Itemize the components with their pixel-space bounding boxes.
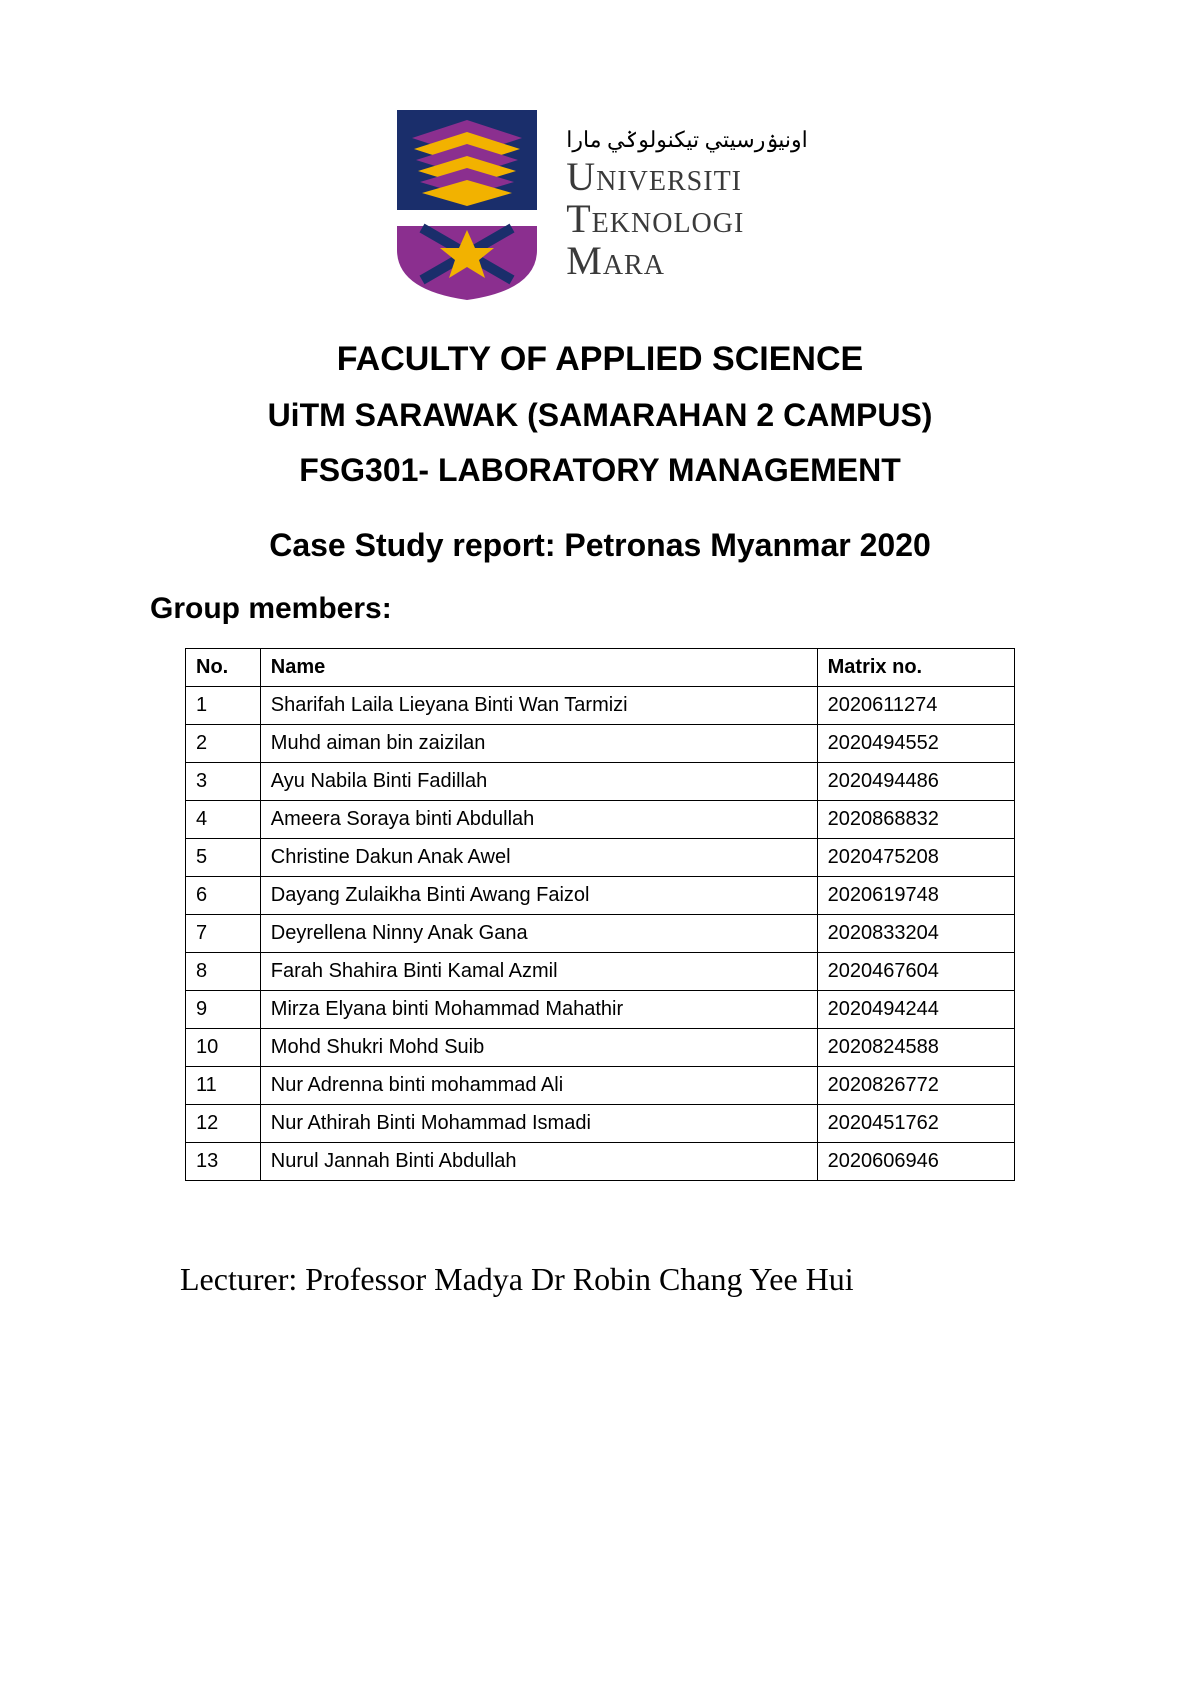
cell-name: Nurul Jannah Binti Abdullah — [260, 1143, 817, 1181]
cell-name: Dayang Zulaikha Binti Awang Faizol — [260, 877, 817, 915]
members-table: No. Name Matrix no. 1Sharifah Laila Liey… — [185, 648, 1015, 1181]
cell-no: 2 — [186, 725, 261, 763]
cell-matrix: 2020868832 — [817, 801, 1014, 839]
document-page: اونيۏرسيتي تيكنولوݢي مارا Universiti Tek… — [0, 0, 1200, 1697]
table-row: 3Ayu Nabila Binti Fadillah2020494486 — [186, 763, 1015, 801]
lecturer-line: Lecturer: Professor Madya Dr Robin Chang… — [120, 1261, 1080, 1298]
university-name-jawi: اونيۏرسيتي تيكنولوݢي مارا — [566, 128, 808, 151]
cell-matrix: 2020833204 — [817, 915, 1014, 953]
group-members-heading: Group members: — [120, 592, 1080, 626]
table-row: 1Sharifah Laila Lieyana Binti Wan Tarmiz… — [186, 687, 1015, 725]
cell-matrix: 2020451762 — [817, 1105, 1014, 1143]
cell-no: 7 — [186, 915, 261, 953]
cell-no: 8 — [186, 953, 261, 991]
col-name-header: Name — [260, 649, 817, 687]
university-name-line3: Mara — [566, 240, 808, 282]
cell-name: Nur Adrenna binti mohammad Ali — [260, 1067, 817, 1105]
course-title: FSG301- LABORATORY MANAGEMENT — [150, 452, 1050, 489]
university-name-block: اونيۏرسيتي تيكنولوݢي مارا Universiti Tek… — [566, 128, 808, 281]
cell-matrix: 2020826772 — [817, 1067, 1014, 1105]
table-header-row: No. Name Matrix no. — [186, 649, 1015, 687]
cell-matrix: 2020619748 — [817, 877, 1014, 915]
cell-matrix: 2020475208 — [817, 839, 1014, 877]
cell-no: 12 — [186, 1105, 261, 1143]
cell-name: Deyrellena Ninny Anak Gana — [260, 915, 817, 953]
title-block: FACULTY OF APPLIED SCIENCE UiTM SARAWAK … — [120, 340, 1080, 564]
cell-name: Christine Dakun Anak Awel — [260, 839, 817, 877]
cell-name: Nur Athirah Binti Mohammad Ismadi — [260, 1105, 817, 1143]
table-row: 4Ameera Soraya binti Abdullah2020868832 — [186, 801, 1015, 839]
crest-books-icon — [412, 120, 522, 206]
table-row: 11Nur Adrenna binti mohammad Ali20208267… — [186, 1067, 1015, 1105]
cell-matrix: 2020606946 — [817, 1143, 1014, 1181]
cell-name: Ayu Nabila Binti Fadillah — [260, 763, 817, 801]
cell-no: 11 — [186, 1067, 261, 1105]
table-row: 10Mohd Shukri Mohd Suib2020824588 — [186, 1029, 1015, 1067]
crest-band — [397, 210, 537, 226]
table-row: 7Deyrellena Ninny Anak Gana2020833204 — [186, 915, 1015, 953]
case-study-title: Case Study report: Petronas Myanmar 2020 — [150, 527, 1050, 564]
uitm-crest-icon — [392, 110, 542, 300]
cell-no: 6 — [186, 877, 261, 915]
cell-no: 13 — [186, 1143, 261, 1181]
cell-matrix: 2020824588 — [817, 1029, 1014, 1067]
table-row: 5Christine Dakun Anak Awel2020475208 — [186, 839, 1015, 877]
table-row: 8Farah Shahira Binti Kamal Azmil20204676… — [186, 953, 1015, 991]
campus-title: UiTM SARAWAK (SAMARAHAN 2 CAMPUS) — [150, 397, 1050, 434]
cell-name: Ameera Soraya binti Abdullah — [260, 801, 817, 839]
cell-name: Mohd Shukri Mohd Suib — [260, 1029, 817, 1067]
table-row: 6Dayang Zulaikha Binti Awang Faizol20206… — [186, 877, 1015, 915]
cell-no: 9 — [186, 991, 261, 1029]
university-logo: اونيۏرسيتي تيكنولوݢي مارا Universiti Tek… — [120, 110, 1080, 300]
cell-matrix: 2020494244 — [817, 991, 1014, 1029]
cell-no: 1 — [186, 687, 261, 725]
university-name-line1: Universiti — [566, 156, 808, 198]
cell-name: Farah Shahira Binti Kamal Azmil — [260, 953, 817, 991]
cell-name: Mirza Elyana binti Mohammad Mahathir — [260, 991, 817, 1029]
faculty-title: FACULTY OF APPLIED SCIENCE — [150, 340, 1050, 379]
cell-matrix: 2020611274 — [817, 687, 1014, 725]
cell-name: Sharifah Laila Lieyana Binti Wan Tarmizi — [260, 687, 817, 725]
table-row: 9Mirza Elyana binti Mohammad Mahathir202… — [186, 991, 1015, 1029]
cell-no: 3 — [186, 763, 261, 801]
table-row: 2Muhd aiman bin zaizilan2020494552 — [186, 725, 1015, 763]
cell-matrix: 2020494486 — [817, 763, 1014, 801]
table-row: 12Nur Athirah Binti Mohammad Ismadi20204… — [186, 1105, 1015, 1143]
cell-name: Muhd aiman bin zaizilan — [260, 725, 817, 763]
university-name-line2: Teknologi — [566, 198, 808, 240]
cell-no: 5 — [186, 839, 261, 877]
col-matrix-header: Matrix no. — [817, 649, 1014, 687]
cell-matrix: 2020494552 — [817, 725, 1014, 763]
table-row: 13Nurul Jannah Binti Abdullah2020606946 — [186, 1143, 1015, 1181]
cell-no: 10 — [186, 1029, 261, 1067]
cell-no: 4 — [186, 801, 261, 839]
cell-matrix: 2020467604 — [817, 953, 1014, 991]
col-no-header: No. — [186, 649, 261, 687]
